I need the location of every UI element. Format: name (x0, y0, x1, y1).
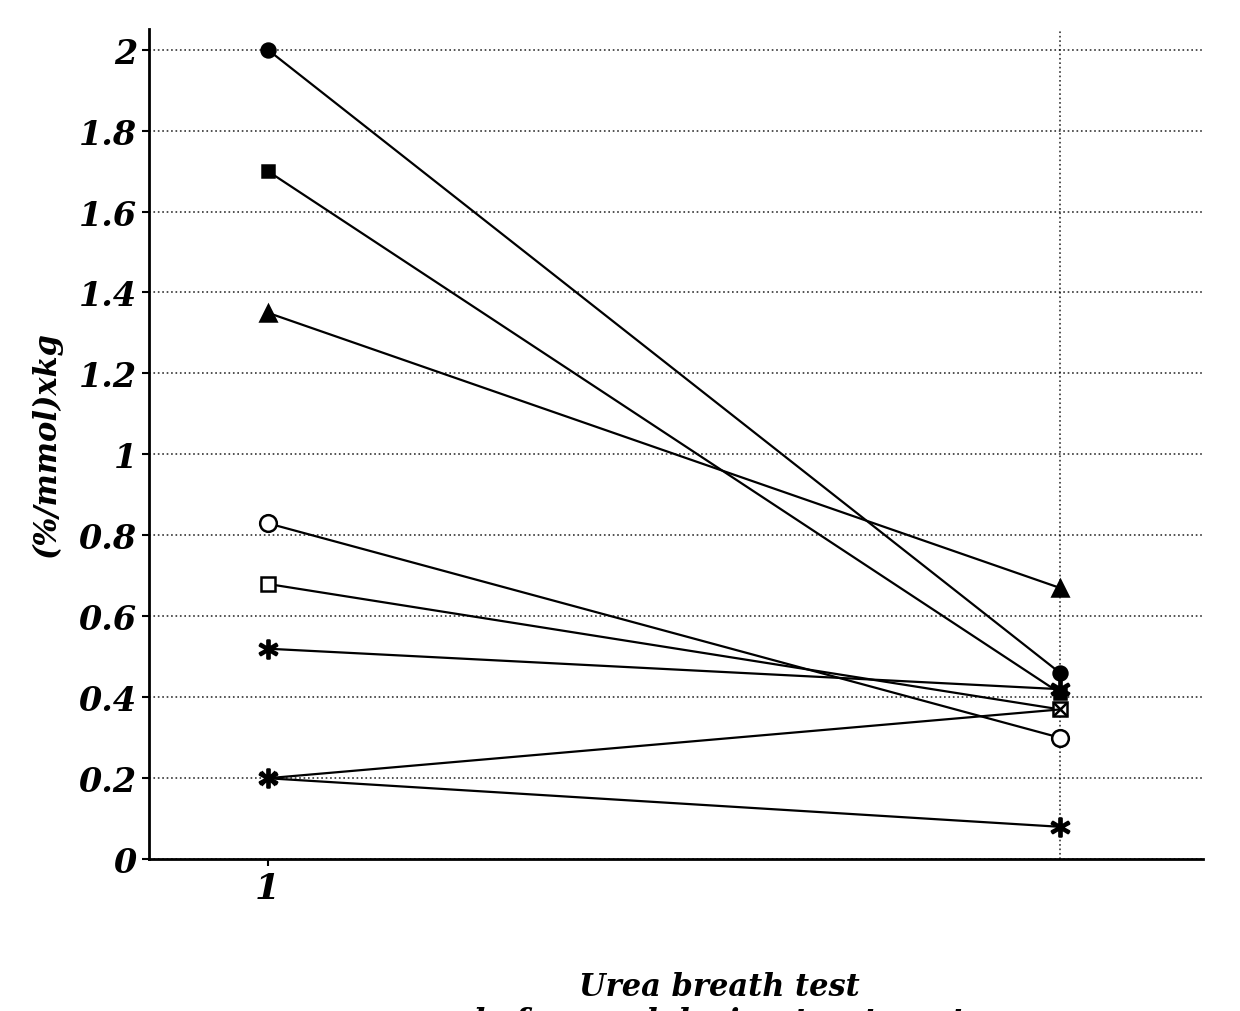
Y-axis label: (%/mmol)xkg: (%/mmol)xkg (31, 332, 62, 558)
Text: Urea breath test
before and during treatment: Urea breath test before and during treat… (474, 971, 965, 1011)
